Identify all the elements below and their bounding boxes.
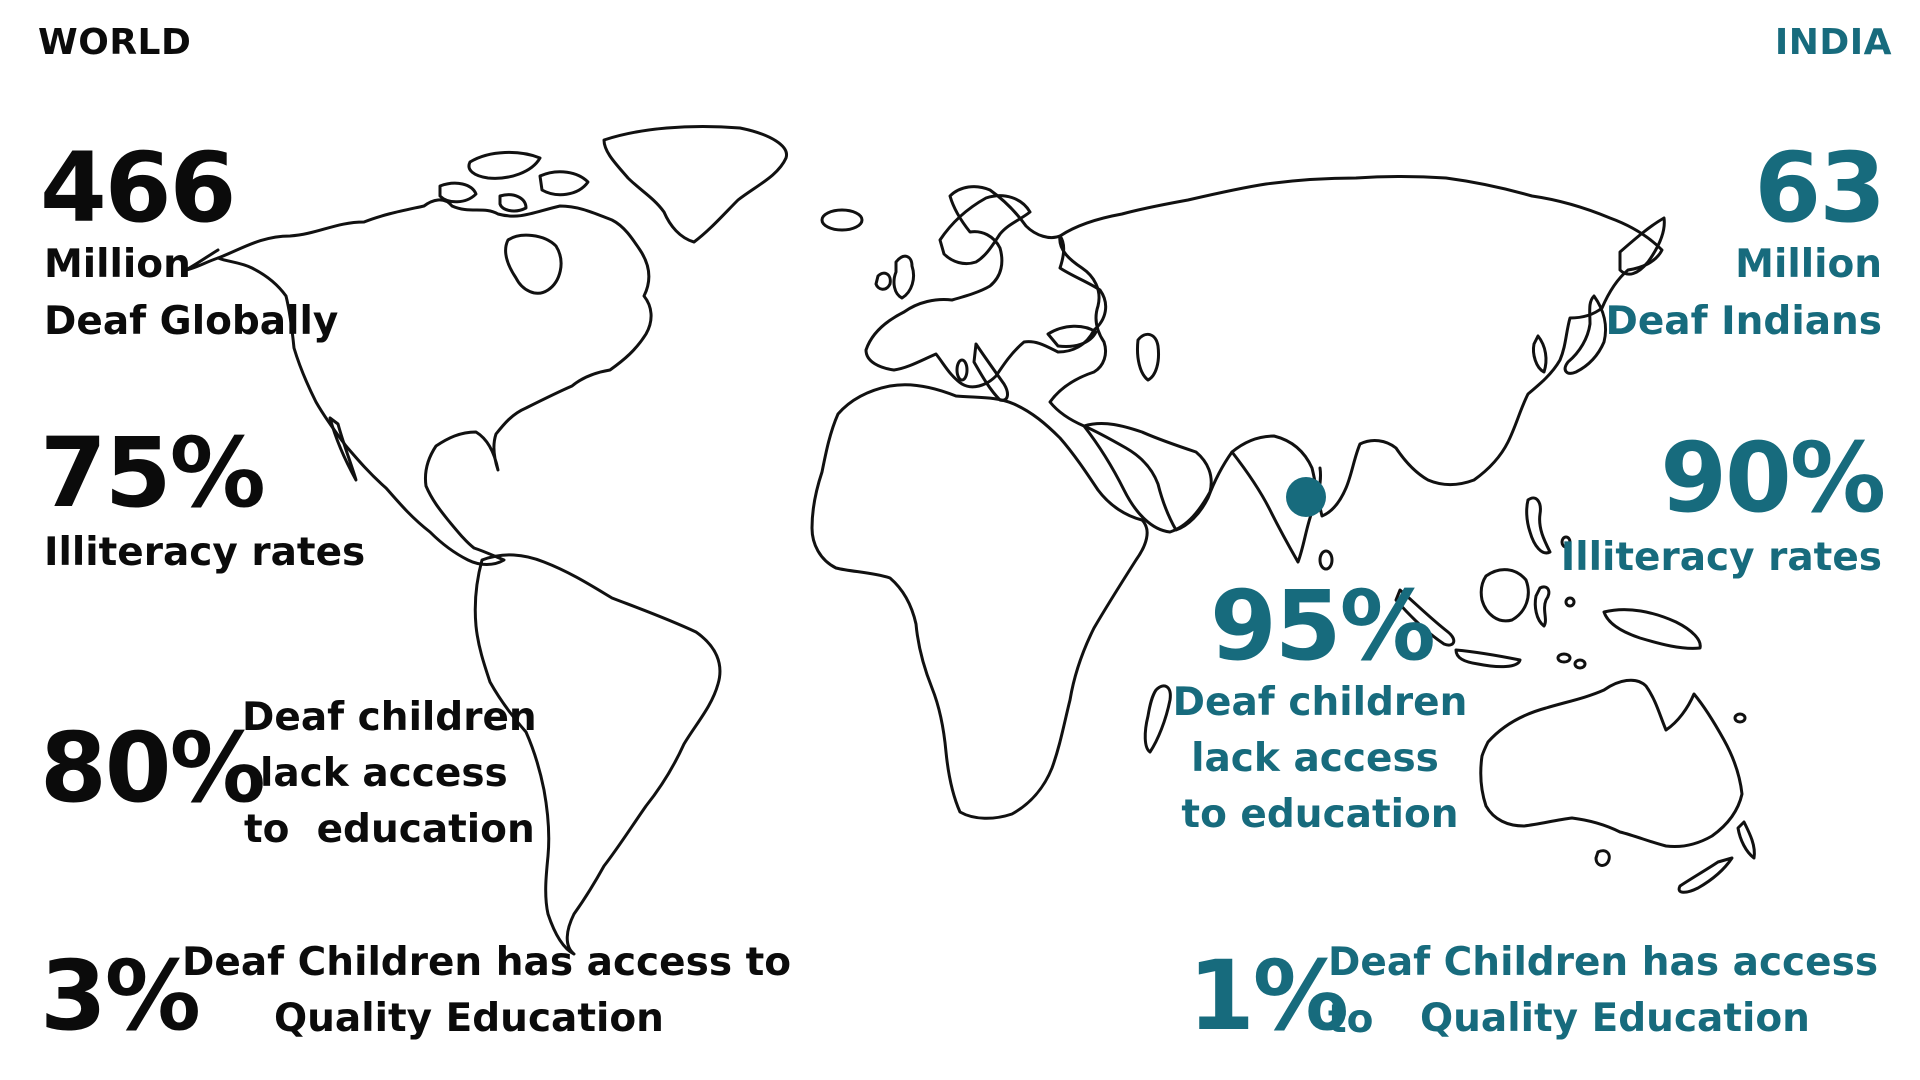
- world-quality-line1: Deaf Children has access to: [182, 940, 792, 985]
- borneo-outline: [1479, 568, 1530, 623]
- asia-outline: [1048, 175, 1664, 532]
- new-guinea-outline: [1602, 608, 1702, 650]
- africa-outline: [810, 383, 1149, 820]
- island-dot-5: [1733, 712, 1747, 724]
- caspian-sea-outline: [1136, 332, 1160, 382]
- world-deaf-number: 466: [40, 132, 236, 244]
- ireland-outline: [874, 271, 892, 291]
- world-heading: WORLD: [38, 22, 192, 63]
- italy-outline: [972, 342, 1009, 402]
- world-illiteracy-value: 75%: [40, 417, 266, 529]
- world-deaf-label-line1: Million: [44, 242, 191, 287]
- world-quality-value: 3%: [40, 940, 201, 1052]
- india-no-access-line3: to education: [1181, 792, 1459, 837]
- india-no-access-value: 95%: [1210, 570, 1436, 682]
- britain-outline: [892, 254, 916, 300]
- india-no-access-line1: Deaf children: [1172, 680, 1468, 725]
- world-no-access-line3: to education: [244, 807, 535, 852]
- north-america-outline: [216, 198, 653, 566]
- sri-lanka-outline: [1318, 549, 1334, 571]
- india-quality-line1: Deaf Children has access to: [1328, 940, 1879, 1042]
- india-quality-line2: Quality Education: [1420, 996, 1810, 1041]
- india-location-marker: [1286, 477, 1326, 517]
- india-illiteracy-value: 90%: [1660, 422, 1886, 534]
- india-deaf-number: 63: [1754, 132, 1886, 244]
- sulawesi-outline: [1533, 585, 1551, 628]
- sumatra-outline: [1394, 588, 1456, 647]
- arctic-island-3: [438, 181, 478, 204]
- india-deaf-label-line2: Deaf Indians: [1605, 299, 1882, 344]
- world-no-access-value: 80%: [40, 712, 266, 824]
- india-quality-value: 1%: [1188, 940, 1349, 1052]
- india-deaf-label-line1: Million: [1735, 242, 1882, 287]
- arctic-island-2: [538, 170, 590, 197]
- world-no-access-line2: lack access: [260, 751, 508, 796]
- baja-outline: [328, 416, 358, 482]
- arabia-outline: [1082, 422, 1213, 534]
- japan-outline: [1563, 294, 1608, 375]
- south-america-outline: [473, 553, 722, 956]
- kamchatka-outline: [1618, 216, 1666, 276]
- madagascar-outline: [1143, 684, 1172, 754]
- india-no-access-line2: lack access: [1191, 736, 1439, 781]
- alaska-tail: [184, 248, 220, 272]
- korea-outline: [1532, 334, 1548, 374]
- hudson-bay-outline: [504, 233, 563, 295]
- island-dot-2: [1573, 658, 1587, 670]
- india-illiteracy-label: Illiteracy rates: [1560, 535, 1882, 580]
- island-dot-1: [1556, 652, 1572, 664]
- india-heading: INDIA: [1774, 22, 1892, 63]
- new-zealand-south: [1677, 856, 1734, 894]
- arctic-island-4: [498, 193, 528, 213]
- java-outline: [1454, 648, 1522, 669]
- arctic-island-1: [467, 150, 542, 180]
- island-dot-3: [1564, 596, 1576, 608]
- greenland-outline: [602, 125, 788, 244]
- new-zealand-north: [1736, 820, 1756, 860]
- black-sea-outline: [1046, 324, 1098, 348]
- world-no-access-line1: Deaf children: [242, 695, 537, 740]
- tasmania-outline: [1594, 849, 1611, 867]
- sardinia-outline: [955, 358, 969, 382]
- scandinavia-outline: [938, 194, 1032, 266]
- island-dot-4: [1560, 535, 1572, 549]
- world-quality-line2: Quality Education: [274, 996, 664, 1041]
- world-illiteracy-label: Illiteracy rates: [44, 530, 366, 575]
- australia-outline: [1479, 678, 1744, 848]
- world-deaf-label-line2: Deaf Globally: [44, 299, 339, 344]
- iceland-outline: [820, 208, 864, 232]
- philippines-outline: [1525, 496, 1552, 555]
